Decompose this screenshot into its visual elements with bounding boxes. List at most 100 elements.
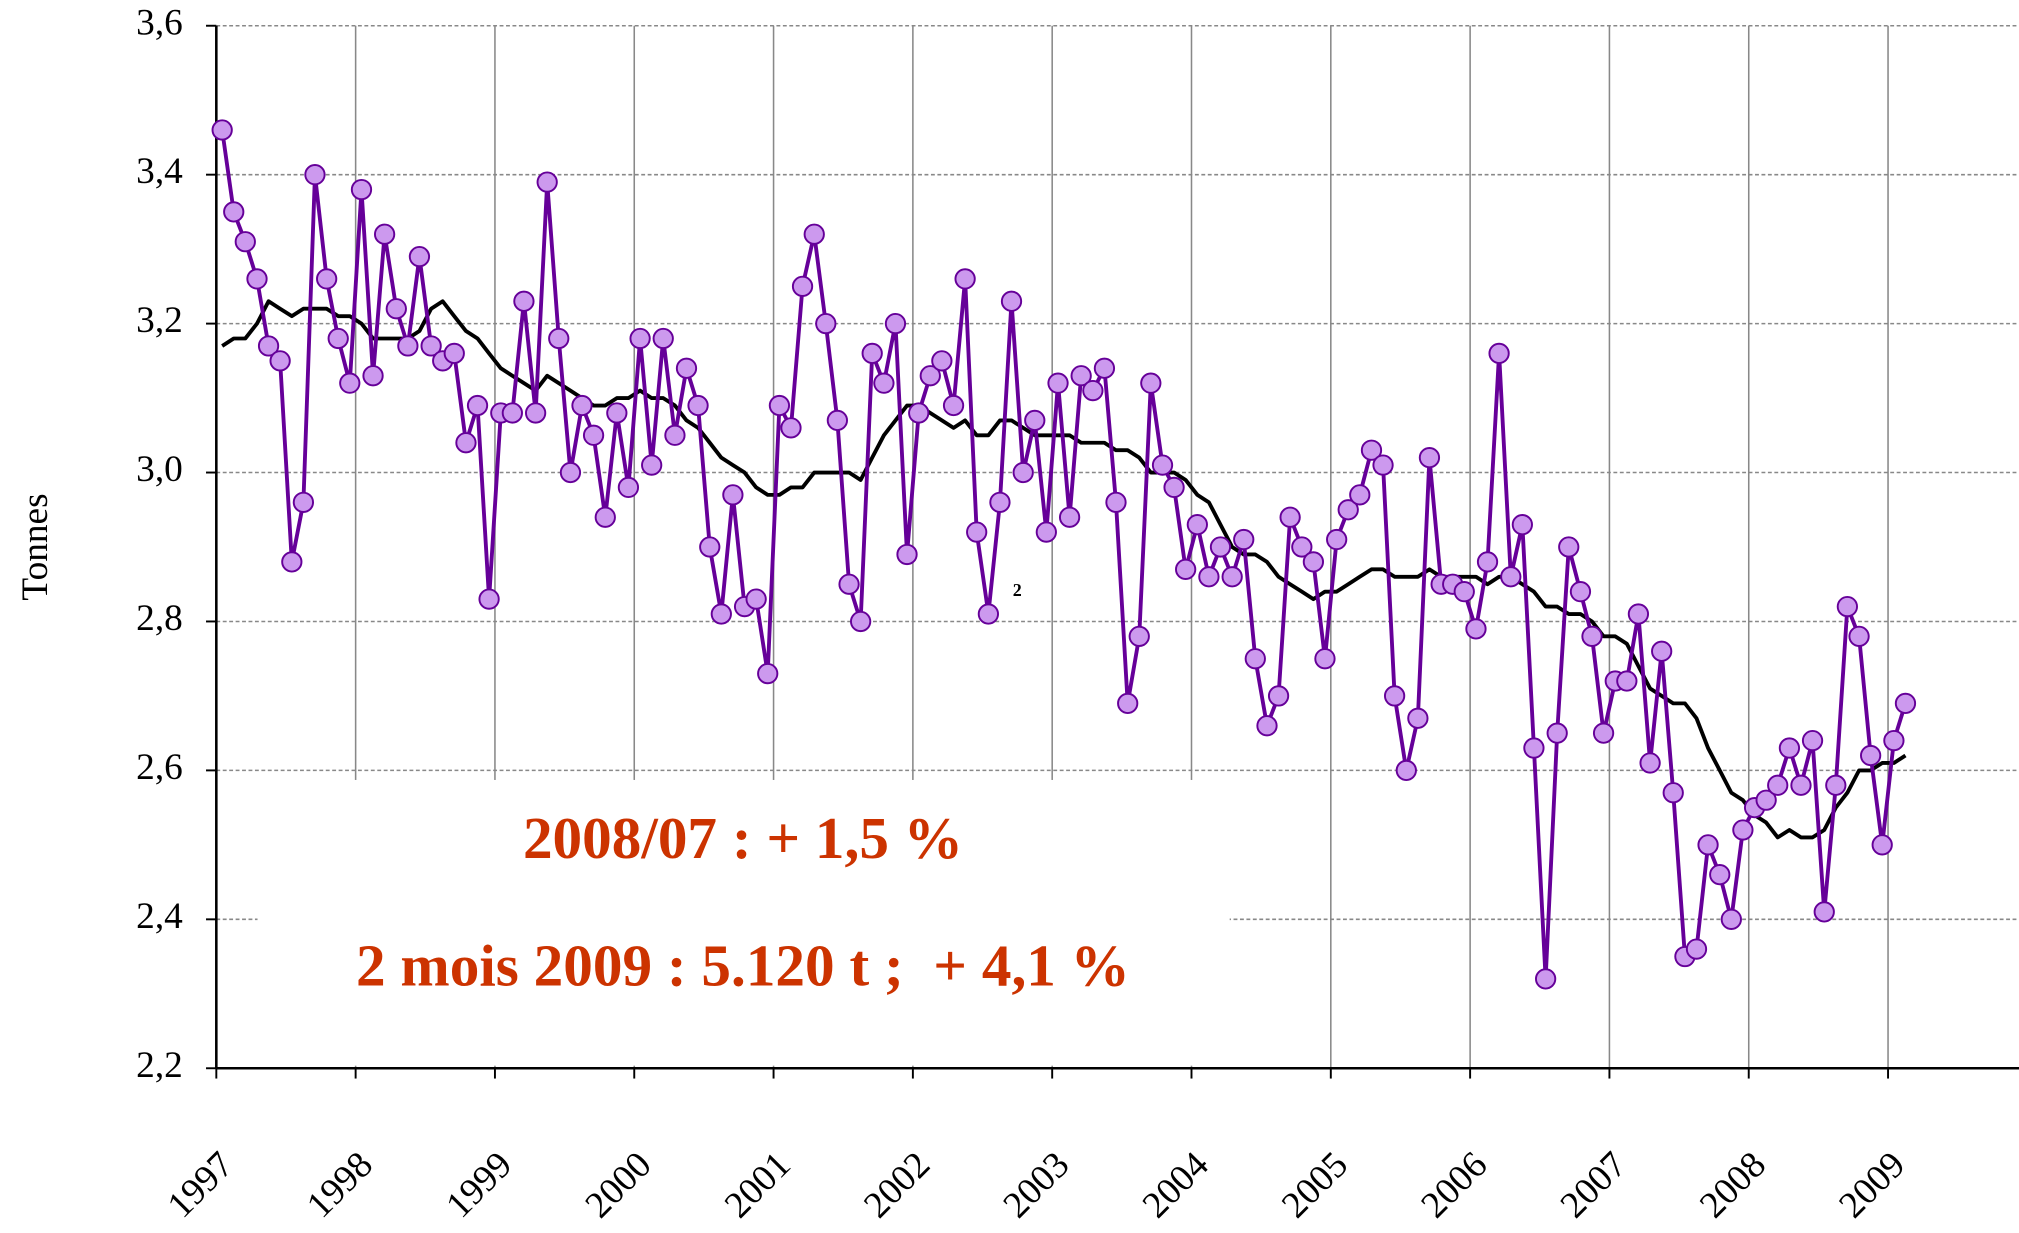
point bbox=[1349, 484, 1371, 506]
point bbox=[1581, 625, 1603, 647]
point bbox=[1047, 372, 1069, 394]
point bbox=[664, 424, 686, 446]
point bbox=[234, 231, 256, 253]
point bbox=[339, 372, 361, 394]
point bbox=[722, 484, 744, 506]
annotation: 2008/07 : + 1,5 % bbox=[523, 805, 963, 871]
point bbox=[1778, 737, 1801, 759]
annotation: 2 bbox=[1013, 580, 1022, 600]
point bbox=[501, 402, 523, 424]
point bbox=[559, 461, 582, 484]
point bbox=[1151, 454, 1174, 476]
point bbox=[838, 573, 860, 595]
point bbox=[954, 268, 976, 290]
point bbox=[1685, 938, 1708, 960]
point bbox=[316, 268, 338, 290]
point bbox=[594, 506, 616, 528]
point bbox=[1511, 514, 1533, 536]
point bbox=[815, 312, 837, 335]
point bbox=[1186, 514, 1208, 536]
point bbox=[1836, 595, 1858, 618]
point bbox=[1465, 618, 1487, 640]
point bbox=[1639, 752, 1661, 774]
point bbox=[582, 424, 605, 446]
point bbox=[1790, 774, 1812, 796]
point bbox=[1058, 506, 1081, 528]
point bbox=[780, 417, 802, 439]
point bbox=[1418, 447, 1441, 469]
point bbox=[1732, 819, 1754, 841]
point bbox=[1291, 536, 1313, 558]
point bbox=[1326, 528, 1348, 551]
point bbox=[1871, 834, 1893, 856]
point bbox=[408, 245, 431, 268]
point bbox=[1221, 566, 1243, 588]
point bbox=[513, 290, 535, 312]
point bbox=[455, 432, 477, 454]
point bbox=[327, 327, 349, 350]
point bbox=[1709, 864, 1731, 886]
point bbox=[1767, 774, 1789, 796]
point bbox=[1198, 566, 1220, 588]
point bbox=[1558, 536, 1580, 558]
point bbox=[1500, 566, 1522, 588]
point bbox=[1546, 722, 1568, 744]
point bbox=[1175, 558, 1197, 580]
point bbox=[977, 603, 1000, 625]
point bbox=[1453, 581, 1475, 603]
point bbox=[1279, 506, 1301, 528]
point bbox=[1860, 744, 1882, 767]
point bbox=[524, 402, 547, 424]
point bbox=[304, 164, 326, 186]
point bbox=[362, 365, 384, 387]
point bbox=[873, 372, 895, 394]
point bbox=[1209, 536, 1232, 558]
point bbox=[1082, 380, 1104, 402]
point bbox=[1720, 908, 1742, 930]
point bbox=[1360, 439, 1383, 461]
point bbox=[443, 342, 465, 365]
point bbox=[257, 335, 280, 357]
point bbox=[1883, 729, 1905, 752]
point bbox=[745, 588, 767, 610]
point bbox=[617, 476, 640, 499]
point bbox=[478, 588, 500, 610]
y-tick-label: 2,6 bbox=[136, 747, 183, 788]
point bbox=[989, 491, 1011, 513]
point bbox=[687, 394, 709, 417]
y-tick-label: 2,8 bbox=[136, 598, 183, 639]
y-tick-label: 2,2 bbox=[136, 1045, 183, 1086]
point bbox=[420, 335, 442, 357]
point bbox=[1035, 521, 1057, 543]
point bbox=[1244, 648, 1266, 670]
point bbox=[791, 275, 814, 297]
point bbox=[966, 521, 988, 543]
point bbox=[1267, 685, 1290, 707]
point bbox=[1825, 774, 1847, 796]
point bbox=[269, 350, 291, 372]
point bbox=[1534, 968, 1557, 990]
point bbox=[536, 171, 558, 193]
point bbox=[1395, 759, 1417, 782]
point bbox=[1523, 737, 1545, 759]
point bbox=[1662, 782, 1684, 804]
point bbox=[1592, 722, 1615, 744]
point bbox=[1163, 476, 1185, 499]
point bbox=[641, 454, 663, 476]
point bbox=[1093, 357, 1116, 379]
point bbox=[803, 223, 825, 245]
y-tick-label: 3,2 bbox=[136, 300, 183, 341]
point bbox=[385, 298, 407, 320]
point bbox=[1627, 603, 1650, 625]
point bbox=[1117, 692, 1139, 714]
point bbox=[710, 603, 732, 625]
point bbox=[1569, 581, 1592, 603]
point bbox=[211, 119, 233, 141]
y-tick-label: 2,4 bbox=[136, 896, 183, 937]
point bbox=[826, 409, 848, 432]
point bbox=[757, 662, 779, 685]
point bbox=[1000, 290, 1023, 312]
point bbox=[281, 551, 303, 573]
point bbox=[1651, 640, 1673, 662]
